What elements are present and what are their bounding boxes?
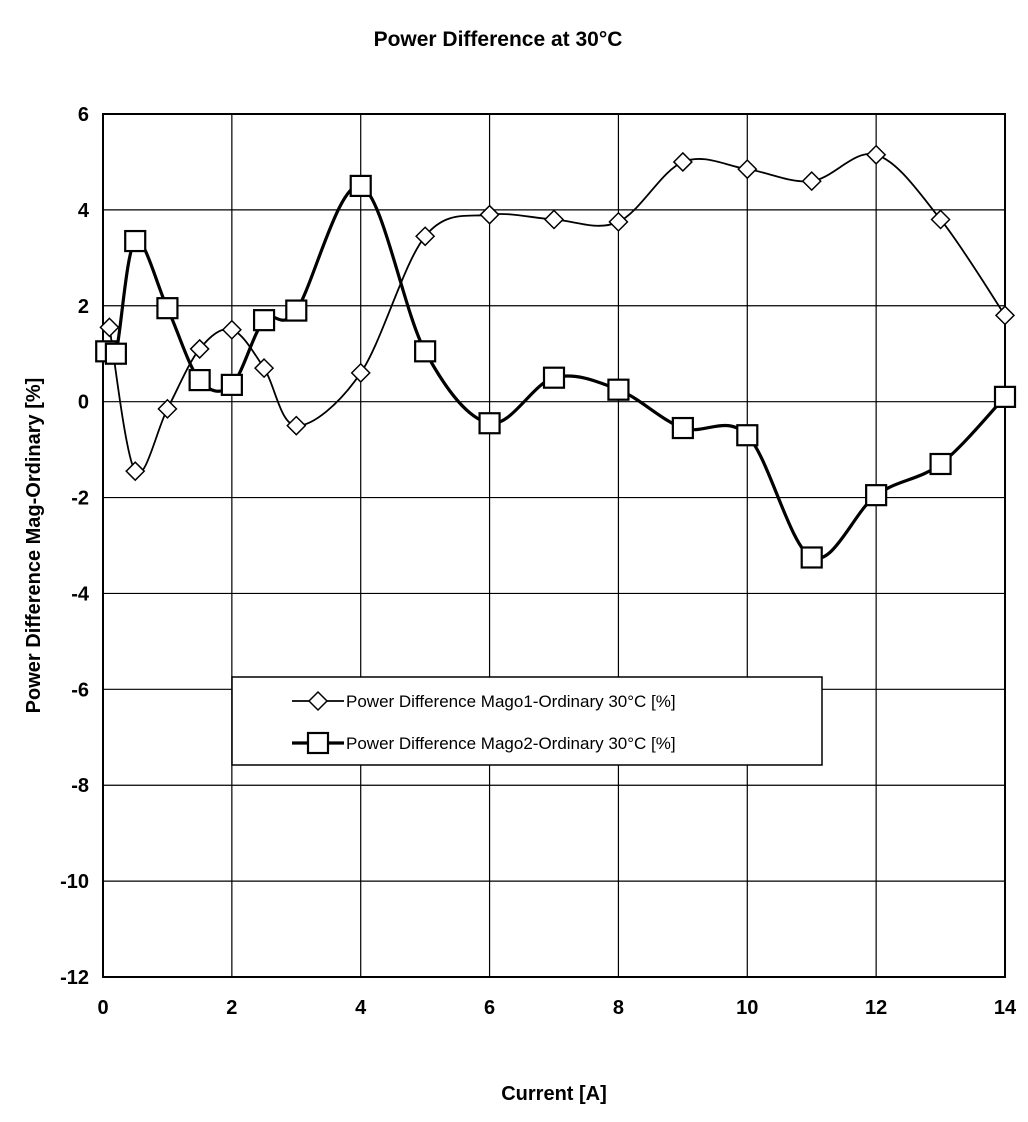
legend-entry-2: Power Difference Mago2-Ordinary 30°C [%] [292,731,676,755]
series-2-point [349,174,372,198]
series-2-point [478,412,501,435]
grid [102,113,1006,978]
series-1-point [866,144,887,165]
series-1-point [254,358,275,379]
legend-box [231,676,823,766]
x-tick-label: 4 [355,997,367,1019]
x-tick-label: 14 [994,997,1017,1019]
series-2-point [285,299,308,322]
series-2 [95,174,1017,569]
series-1-point [479,204,500,225]
series-1-point [125,461,146,482]
series-1-point [801,171,822,192]
series-2-point [671,416,694,440]
legend-marker [306,731,330,755]
legend-label: Power Difference Mago1-Ordinary 30°C [%] [346,692,676,711]
x-tick-label: 6 [484,997,495,1019]
y-tick-label: -4 [71,583,90,605]
legend-entry-1: Power Difference Mago1-Ordinary 30°C [%] [292,690,676,712]
x-tick-label: 10 [736,997,758,1019]
series-2-point [607,378,630,401]
series-2-point [414,340,437,363]
series-1-point [415,226,436,247]
x-tick-label: 8 [613,997,624,1019]
series-1-point [608,211,629,232]
series-1-line [108,152,1006,475]
series-1 [99,144,1016,482]
y-tick-label: -6 [71,679,89,701]
y-tick-label: 0 [78,392,89,414]
axis-ticks: 0 2 4 6 8 10 12 14 6 4 2 0 -2 -4 -6 -8 -10 -12 [60,104,1017,1019]
x-tick-label: 2 [226,997,237,1019]
series-1-point [157,398,178,419]
series-2-point [220,373,243,396]
y-tick-label: -12 [60,967,89,989]
y-tick-label: 2 [78,296,89,318]
y-tick-label: 6 [78,104,89,126]
series-1-point [286,415,307,436]
series-2-point [252,309,276,332]
series-2-point [800,546,823,569]
series-2-point [124,229,147,253]
series-2-point [188,368,211,392]
legend: Power Difference Mago1-Ordinary 30°C [%]… [231,676,823,766]
series-1-point [99,317,120,338]
legend-marker [307,690,329,712]
series-1-point [737,159,758,180]
y-tick-label: 4 [78,200,90,222]
series-1-point [189,338,210,359]
x-tick-label: 0 [97,997,108,1019]
data-series [95,144,1017,569]
series-2-point [542,366,566,389]
series-2-point [929,452,952,476]
plot-area-frame [102,113,1006,978]
series-1-point [994,305,1016,326]
series-2-point [865,484,888,507]
x-axis-label: Current [A] [501,1083,607,1105]
x-tick-label: 12 [865,997,887,1019]
y-tick-label: -10 [60,871,89,893]
legend-label: Power Difference Mago2-Ordinary 30°C [%] [346,734,676,753]
series-1-point [672,151,693,173]
series-2-point [736,424,759,447]
series-1-point [350,362,371,383]
series-1-point [930,209,951,230]
series-2-point [156,297,179,320]
y-tick-label: -2 [71,488,89,510]
series-2-point [104,342,127,365]
y-tick-label: -8 [71,775,89,797]
series-1-point [543,209,565,230]
y-axis-label: Power Difference Mag-Ordinary [%] [23,378,45,714]
series-2-point [993,385,1017,408]
series-1-point [221,319,242,340]
chart-title: Power Difference at 30°C [374,28,623,51]
